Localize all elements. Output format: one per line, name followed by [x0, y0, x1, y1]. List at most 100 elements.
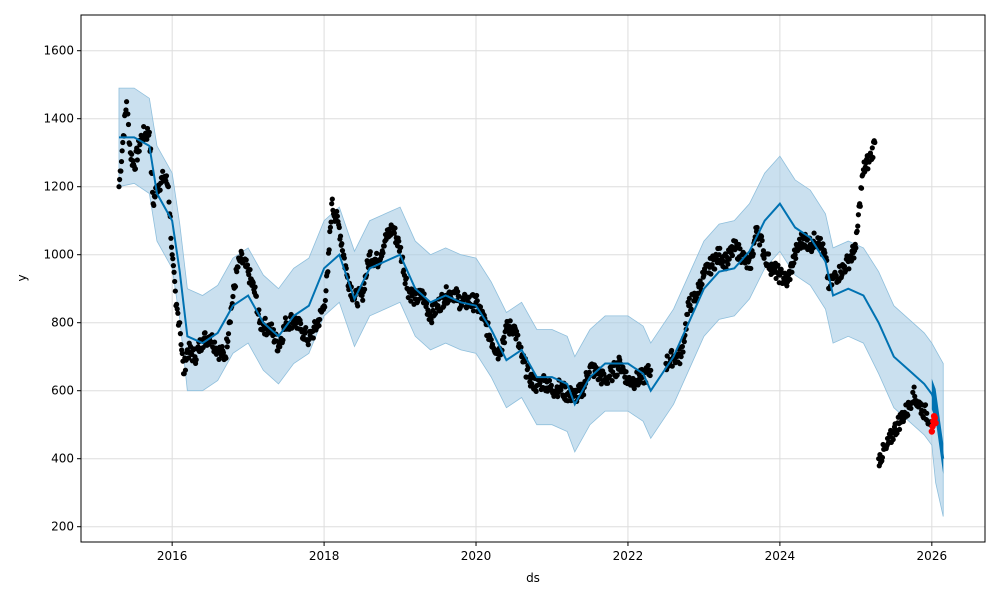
observed-point	[717, 245, 723, 251]
observed-point	[726, 256, 732, 262]
y-tick-label: 200	[51, 520, 74, 534]
observed-point	[841, 263, 848, 269]
observed-point	[243, 257, 249, 263]
x-tick-label: 2020	[461, 549, 492, 563]
observed-point	[736, 241, 742, 248]
observed-point	[310, 335, 316, 341]
yhat-line	[118, 136, 945, 459]
observed-point	[911, 384, 917, 390]
observed-point	[708, 271, 714, 277]
observed-point	[151, 202, 157, 208]
observed-point	[326, 247, 332, 253]
observed-point	[518, 344, 524, 350]
observed-point	[160, 168, 166, 174]
observed-point	[879, 454, 886, 461]
observed-point	[894, 430, 900, 436]
observed-point	[277, 344, 283, 350]
observed-point	[851, 255, 857, 261]
observed-point	[173, 301, 180, 307]
observed-point	[605, 380, 611, 386]
observed-point	[367, 249, 373, 255]
observed-point	[170, 263, 177, 269]
x-axis-label: ds	[526, 571, 540, 585]
observed-point	[219, 343, 225, 350]
observed-point	[280, 337, 286, 343]
observed-point	[169, 252, 175, 258]
observed-point	[609, 378, 615, 384]
observed-point	[470, 308, 477, 314]
observed-point	[548, 382, 554, 388]
observed-point	[699, 281, 705, 287]
observed-point	[712, 266, 718, 272]
observed-point	[455, 288, 461, 295]
observed-point	[220, 350, 227, 356]
observed-point	[172, 288, 178, 294]
observed-point	[327, 228, 333, 235]
plot-frame	[80, 14, 986, 543]
observed-point	[854, 228, 860, 234]
observed-point	[341, 255, 347, 261]
observed-point	[855, 212, 861, 218]
observed-point	[822, 250, 828, 256]
observed-point	[865, 166, 871, 172]
observed-point	[645, 362, 651, 369]
observed-point	[546, 377, 553, 384]
observed-point	[380, 250, 386, 256]
y-tick-label: 800	[51, 316, 74, 330]
observed-point	[853, 245, 859, 251]
observed-point	[432, 310, 439, 317]
observed-point	[686, 295, 692, 302]
observed-point	[495, 356, 501, 362]
observed-point	[750, 251, 756, 257]
uncertainty-band	[118, 87, 944, 517]
observed-point	[507, 318, 513, 324]
observed-point	[118, 168, 124, 174]
observed-point	[429, 320, 435, 326]
y-tick-label: 1400	[43, 112, 74, 126]
observed-point	[175, 310, 181, 316]
observed-point	[339, 247, 346, 254]
observed-point	[250, 280, 256, 286]
observed-point	[329, 196, 335, 202]
y-tick-label: 1000	[43, 248, 74, 262]
observed-point	[858, 185, 865, 191]
observed-point	[244, 262, 251, 268]
observed-point	[402, 280, 408, 287]
observed-point	[398, 244, 404, 251]
observed-point	[820, 241, 826, 247]
observed-point	[725, 261, 731, 267]
observed-point	[225, 338, 231, 344]
observed-point	[360, 297, 366, 303]
observed-point	[857, 203, 863, 209]
observed-point	[374, 250, 380, 257]
observed-point	[680, 349, 686, 355]
observed-point	[168, 235, 174, 241]
observed-point	[791, 260, 797, 266]
observed-point	[193, 357, 199, 363]
x-tick-label: 2022	[613, 549, 644, 563]
observed-point	[120, 139, 126, 146]
observed-point	[748, 265, 754, 272]
observed-point	[134, 157, 140, 163]
observed-point	[234, 269, 240, 275]
observed-point	[424, 300, 430, 307]
observed-point	[488, 337, 494, 343]
observed-point	[669, 363, 675, 369]
observed-point	[178, 341, 184, 348]
observed-point	[223, 355, 229, 361]
observed-point	[117, 176, 123, 183]
observed-point	[316, 323, 322, 329]
observed-point	[555, 393, 561, 400]
observed-point	[288, 311, 294, 318]
observed-point	[733, 245, 739, 251]
observed-point	[323, 288, 329, 294]
observed-point	[396, 238, 402, 244]
observed-point	[581, 392, 587, 398]
observed-point	[125, 111, 131, 117]
observed-point	[381, 243, 387, 249]
observed-point	[127, 141, 133, 147]
observed-point	[146, 129, 152, 135]
observed-point	[327, 224, 334, 230]
observed-point	[677, 361, 683, 367]
observed-point	[784, 283, 790, 289]
